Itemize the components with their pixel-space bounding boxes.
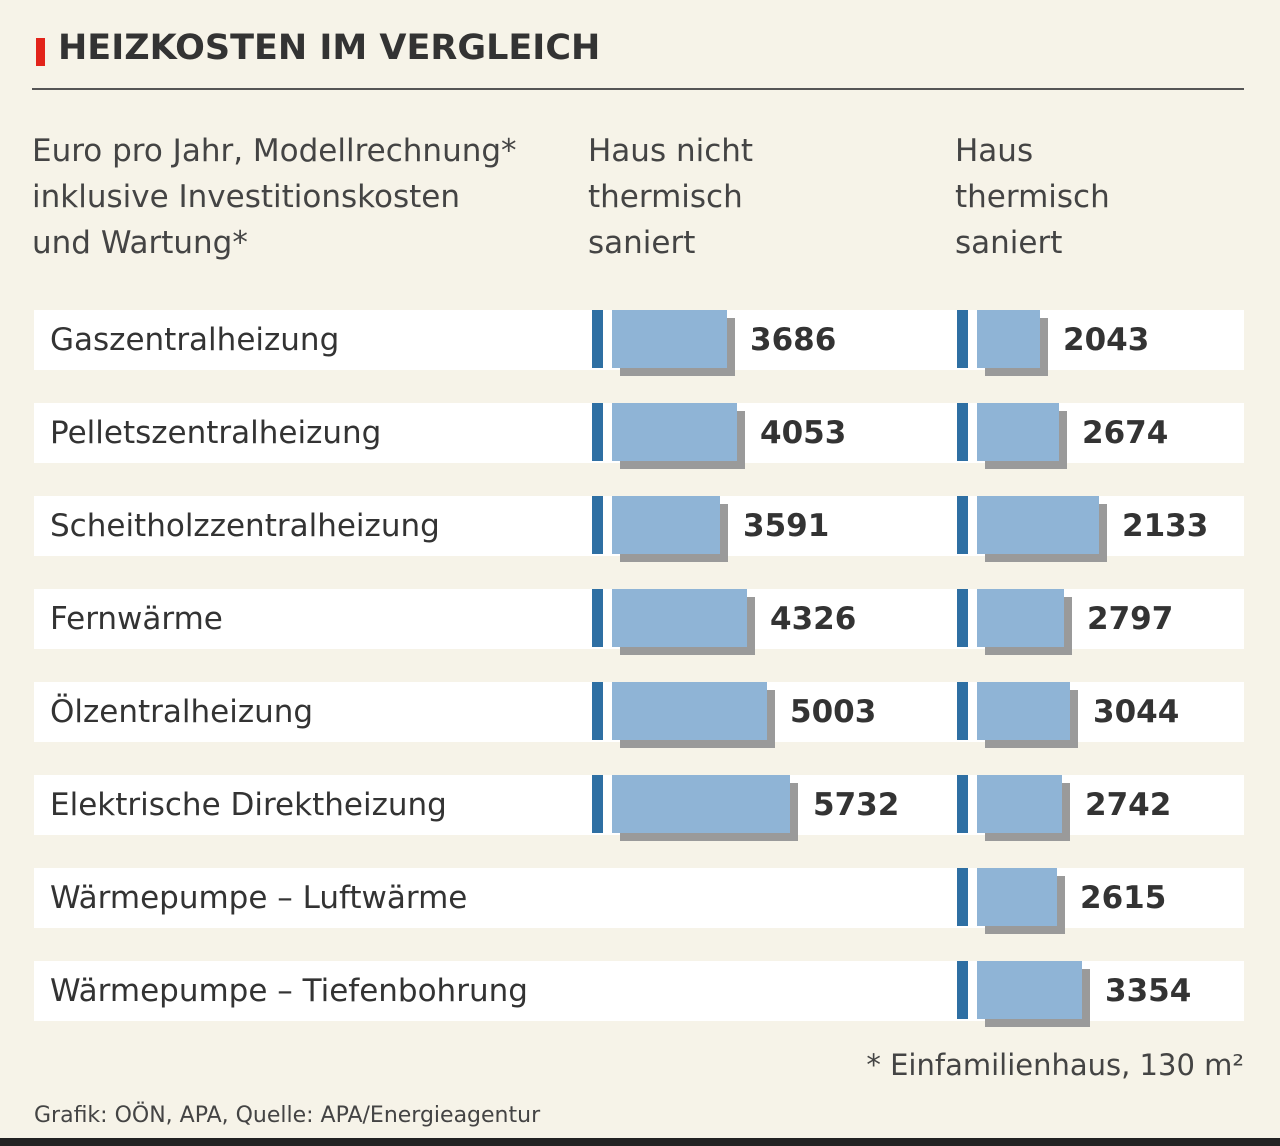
- subtitle-line: Euro pro Jahr, Modellrechnung*: [32, 133, 517, 169]
- bar-not-renovated: [612, 682, 767, 740]
- category-label: Gaszentralheizung: [50, 322, 340, 358]
- table-row: Wärmepumpe – Luftwärme 2615: [34, 868, 1244, 928]
- bar-renovated: [977, 589, 1064, 647]
- table-row: Pelletszentralheizung 4053 2674: [34, 403, 1244, 463]
- table-row: Scheitholzzentralheizung 3591 2133: [34, 496, 1244, 556]
- row-label-background: [34, 589, 587, 649]
- category-label: Wärmepumpe – Luftwärme: [50, 880, 468, 916]
- category-label: Fernwärme: [50, 601, 223, 637]
- table-row: Elektrische Direktheizung 5732 2742: [34, 775, 1244, 835]
- bar-renovated: [977, 961, 1082, 1019]
- bar-not-renovated: [612, 496, 720, 554]
- title-divider: [32, 88, 1244, 90]
- category-label: Pelletszentralheizung: [50, 415, 382, 451]
- column-header-line: Haus: [955, 133, 1034, 169]
- bar-not-renovated: [612, 775, 790, 833]
- table-row: Wärmepumpe – Tiefenbohrung 3354: [34, 961, 1244, 1021]
- bar-marker: [592, 775, 603, 833]
- column-header-line: saniert: [955, 225, 1063, 261]
- bar-marker: [957, 403, 968, 461]
- row-label-background: [34, 868, 587, 928]
- bar-renovated: [977, 403, 1059, 461]
- row-label-background: [34, 682, 587, 742]
- source-credit: Grafik: OÖN, APA, Quelle: APA/Energieage…: [34, 1103, 541, 1128]
- bar-renovated: [977, 868, 1057, 926]
- column-header-line: thermisch: [588, 179, 743, 215]
- data-label: 4053: [760, 415, 847, 451]
- data-label: 2133: [1122, 508, 1209, 544]
- table-row: Ölzentralheizung 5003 3044: [34, 682, 1244, 742]
- chart-title: HEIZKOSTEN IM VERGLEICH: [58, 28, 601, 68]
- data-label: 3591: [743, 508, 830, 544]
- row-label-background: [34, 961, 587, 1021]
- column-header-line: Haus nicht: [588, 133, 754, 169]
- table-row: Gaszentralheizung 3686 2043: [34, 310, 1244, 370]
- row-label-background: [34, 310, 587, 370]
- row-value-background: [587, 961, 954, 1021]
- category-label: Elektrische Direktheizung: [50, 787, 447, 823]
- data-label: 2043: [1063, 322, 1150, 358]
- data-label: 3044: [1093, 694, 1180, 730]
- data-label: 5732: [813, 787, 900, 823]
- bar-marker: [957, 589, 968, 647]
- bar-marker: [957, 310, 968, 368]
- subtitle-line: inklusive Investitionskosten: [32, 179, 461, 215]
- data-label: 2674: [1082, 415, 1169, 451]
- bar-renovated: [977, 775, 1062, 833]
- bar-not-renovated: [612, 310, 727, 368]
- table-row: Fernwärme 4326 2797: [34, 589, 1244, 649]
- title-accent-marker: [36, 38, 45, 66]
- row-value-background: [587, 868, 954, 928]
- row-label-background: [34, 496, 587, 556]
- bar-marker: [957, 868, 968, 926]
- chart-subtitle: Euro pro Jahr, Modellrechnung* inklusive…: [32, 128, 572, 266]
- data-label: 4326: [770, 601, 857, 637]
- data-label: 3354: [1105, 973, 1192, 1009]
- bar-renovated: [977, 496, 1099, 554]
- bar-not-renovated: [612, 403, 737, 461]
- bar-renovated: [977, 310, 1040, 368]
- category-label: Scheitholzzentralheizung: [50, 508, 440, 544]
- bar-marker: [592, 496, 603, 554]
- bar-marker: [592, 310, 603, 368]
- category-label: Ölzentralheizung: [50, 694, 314, 730]
- footnote: * Einfamilienhaus, 130 m²: [866, 1048, 1244, 1082]
- category-label: Wärmepumpe – Tiefenbohrung: [50, 973, 528, 1009]
- bottom-divider: [0, 1138, 1280, 1146]
- bar-marker: [957, 496, 968, 554]
- data-label: 2742: [1085, 787, 1172, 823]
- bar-marker: [592, 403, 603, 461]
- column-header-not-renovated: Haus nicht thermisch saniert: [588, 128, 868, 266]
- data-label: 2797: [1087, 601, 1174, 637]
- column-header-line: thermisch: [955, 179, 1110, 215]
- bar-marker: [957, 682, 968, 740]
- bar-not-renovated: [612, 589, 747, 647]
- data-label: 2615: [1080, 880, 1167, 916]
- bar-marker: [592, 589, 603, 647]
- row-label-background: [34, 403, 587, 463]
- row-label-background: [34, 775, 587, 835]
- bar-renovated: [977, 682, 1070, 740]
- data-label: 5003: [790, 694, 877, 730]
- bar-marker: [957, 961, 968, 1019]
- bar-marker: [592, 682, 603, 740]
- data-label: 3686: [750, 322, 837, 358]
- bar-marker: [957, 775, 968, 833]
- subtitle-line: und Wartung*: [32, 225, 248, 261]
- column-header-line: saniert: [588, 225, 696, 261]
- column-header-renovated: Haus thermisch saniert: [955, 128, 1235, 266]
